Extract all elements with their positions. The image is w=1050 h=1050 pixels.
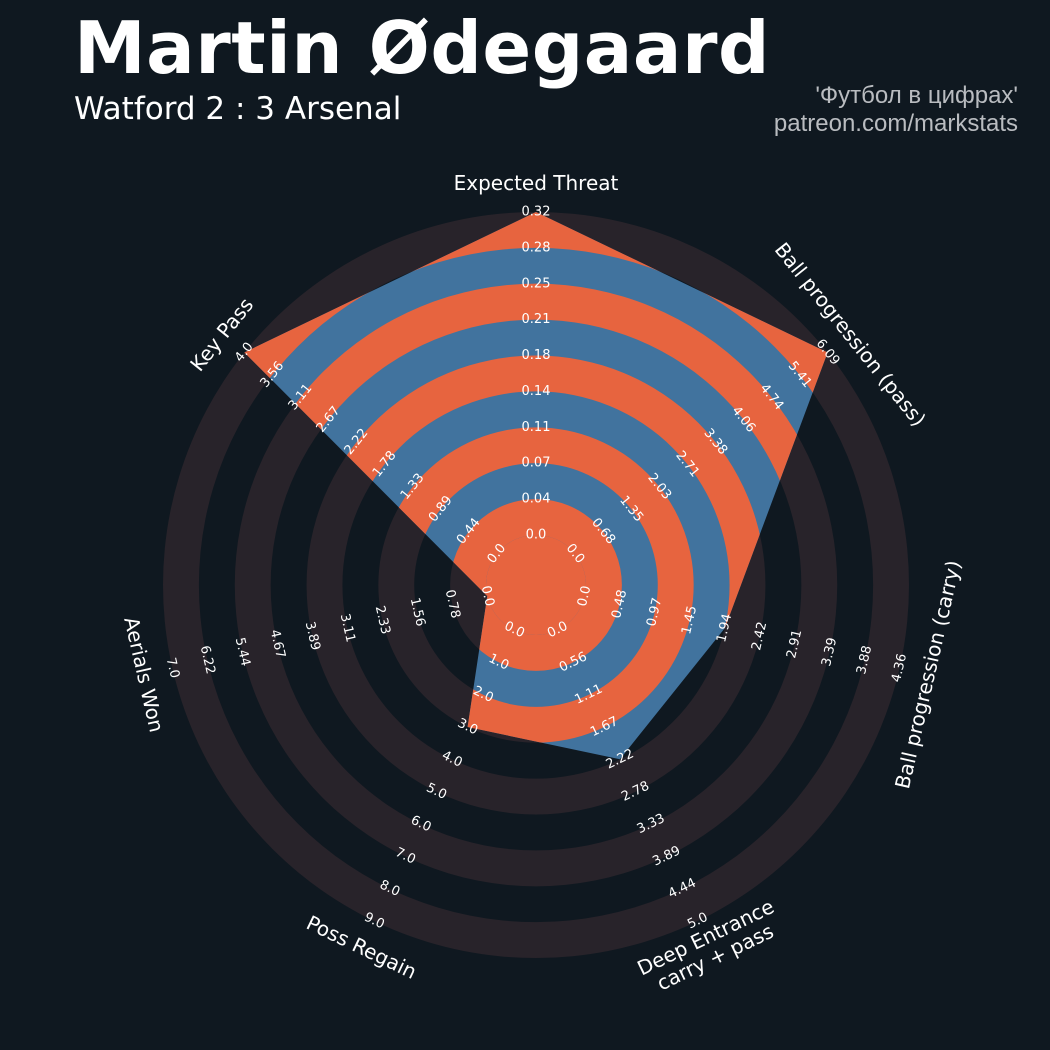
tick-label: 0.32: [522, 205, 551, 220]
tick-label: 3.11: [337, 612, 358, 644]
tick-label: 0.21: [522, 312, 551, 327]
tick-label: 0.07: [522, 456, 551, 471]
tick-label: 1.94: [714, 612, 735, 644]
tick-label: 0.04: [522, 492, 551, 507]
tick-label: 2.91: [784, 628, 805, 660]
tick-label: 0.28: [522, 240, 551, 255]
tick-label: 0.0: [526, 528, 547, 543]
data-center-disc: [486, 535, 586, 635]
match-subtitle: Watford 2 : 3 Arsenal: [74, 91, 402, 127]
tick-label: 0.18: [522, 348, 551, 363]
tick-label: 0.0: [575, 584, 594, 608]
tick-label: 3.39: [819, 636, 840, 668]
radar-data-fill: [244, 212, 828, 760]
tick-label: 0.48: [609, 588, 630, 620]
tick-label: 2.42: [749, 620, 770, 652]
credit-link: patreon.com/markstats: [773, 110, 1018, 137]
tick-label: 0.97: [644, 596, 665, 628]
tick-label: 1.56: [407, 596, 428, 628]
tick-label: 2.33: [372, 604, 393, 636]
tick-label: 4.36: [889, 652, 910, 684]
tick-label: 0.14: [522, 384, 551, 399]
tick-label: 5.44: [232, 636, 253, 668]
credit-source: 'Футбол в цифрах': [815, 82, 1018, 109]
data-ring-band: [450, 499, 622, 671]
player-name-title: Martin Ødegaard: [74, 6, 770, 90]
tick-label: 0.78: [442, 588, 463, 620]
tick-label: 3.88: [854, 644, 875, 676]
tick-label: 3.89: [302, 620, 323, 652]
tick-label: 4.67: [267, 628, 288, 660]
credits: 'Футбол в цифрах' patreon.com/markstats: [774, 82, 1018, 138]
axis-label: Aerials Won: [119, 615, 169, 735]
tick-label: 7.0: [163, 656, 182, 680]
tick-label: 0.11: [522, 420, 551, 435]
tick-label: 1.45: [679, 604, 700, 636]
tick-label: 6.22: [197, 644, 218, 676]
axis-label: Expected Threat: [454, 171, 619, 195]
tick-label: 0.0: [478, 584, 497, 608]
tick-label: 0.25: [522, 276, 551, 291]
